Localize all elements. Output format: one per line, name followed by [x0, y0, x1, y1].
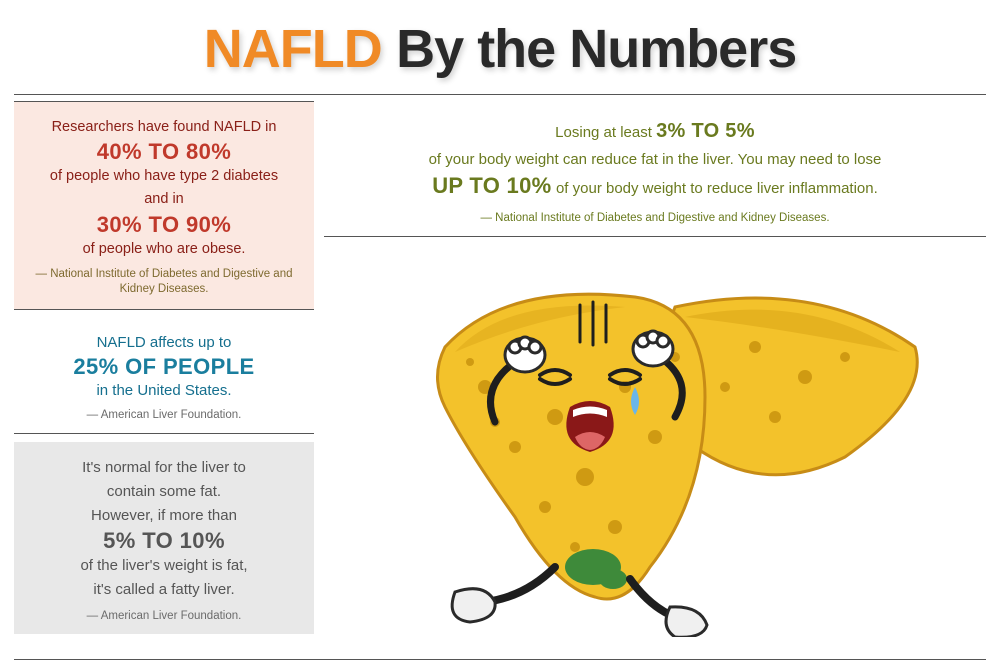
rt-line1a: Losing at least	[555, 124, 656, 141]
box3-stat: 5% TO 10%	[32, 528, 296, 554]
rt-line2: of your body weight can reduce fat in th…	[354, 146, 956, 173]
rt-row1: Losing at least 3% TO 5%	[354, 119, 956, 146]
rt-line3: of your body weight to reduce liver infl…	[556, 180, 878, 197]
box1-source: — National Institute of Diabetes and Dig…	[32, 267, 296, 297]
box1-line1: Researchers have found NAFLD in	[32, 116, 296, 139]
box2-line1: NAFLD affects up to	[32, 332, 296, 355]
content-grid: Researchers have found NAFLD in 40% TO 8…	[14, 101, 986, 661]
box1-stat1: 40% TO 80%	[32, 139, 296, 165]
title-rest: By the Numbers	[396, 19, 796, 79]
box1-line2: of people who have type 2 diabetes	[32, 165, 296, 188]
box3-line3: However, if more than	[32, 504, 296, 528]
box3-line2: contain some fat.	[32, 480, 296, 504]
stat-box-us-prevalence: NAFLD affects up to 25% OF PEOPLE in the…	[14, 318, 314, 434]
box1-line4: of people who are obese.	[32, 238, 296, 261]
box3-source: — American Liver Foundation.	[32, 610, 296, 622]
rt-row3: UP TO 10% of your body weight to reduce …	[354, 173, 956, 202]
title-accent: NAFLD	[204, 19, 382, 79]
right-column: Losing at least 3% TO 5% of your body we…	[324, 101, 986, 661]
box3-line5: it's called a fatty liver.	[32, 578, 296, 602]
rt-stat1: 3% TO 5%	[656, 120, 755, 142]
box2-stat: 25% OF PEOPLE	[32, 354, 296, 380]
box3-line1: It's normal for the liver to	[32, 456, 296, 480]
rt-stat2: UP TO 10%	[432, 173, 551, 198]
rt-source: — National Institute of Diabetes and Dig…	[354, 212, 956, 224]
stat-box-diabetes-obesity: Researchers have found NAFLD in 40% TO 8…	[14, 101, 314, 310]
liver-icon	[375, 267, 935, 637]
left-column: Researchers have found NAFLD in 40% TO 8…	[14, 101, 314, 661]
stat-box-fatty-liver-def: It's normal for the liver to contain som…	[14, 442, 314, 634]
top-rule	[14, 94, 986, 95]
box1-line3: and in	[32, 188, 296, 211]
box3-line4: of the liver's weight is fat,	[32, 554, 296, 578]
box2-source: — American Liver Foundation.	[32, 409, 296, 421]
stat-box-weight-loss: Losing at least 3% TO 5% of your body we…	[324, 101, 986, 237]
page-title: NAFLD By the Numbers	[14, 12, 986, 94]
liver-illustration	[324, 237, 986, 661]
box1-stat2: 30% TO 90%	[32, 212, 296, 238]
box2-line2: in the United States.	[32, 380, 296, 403]
